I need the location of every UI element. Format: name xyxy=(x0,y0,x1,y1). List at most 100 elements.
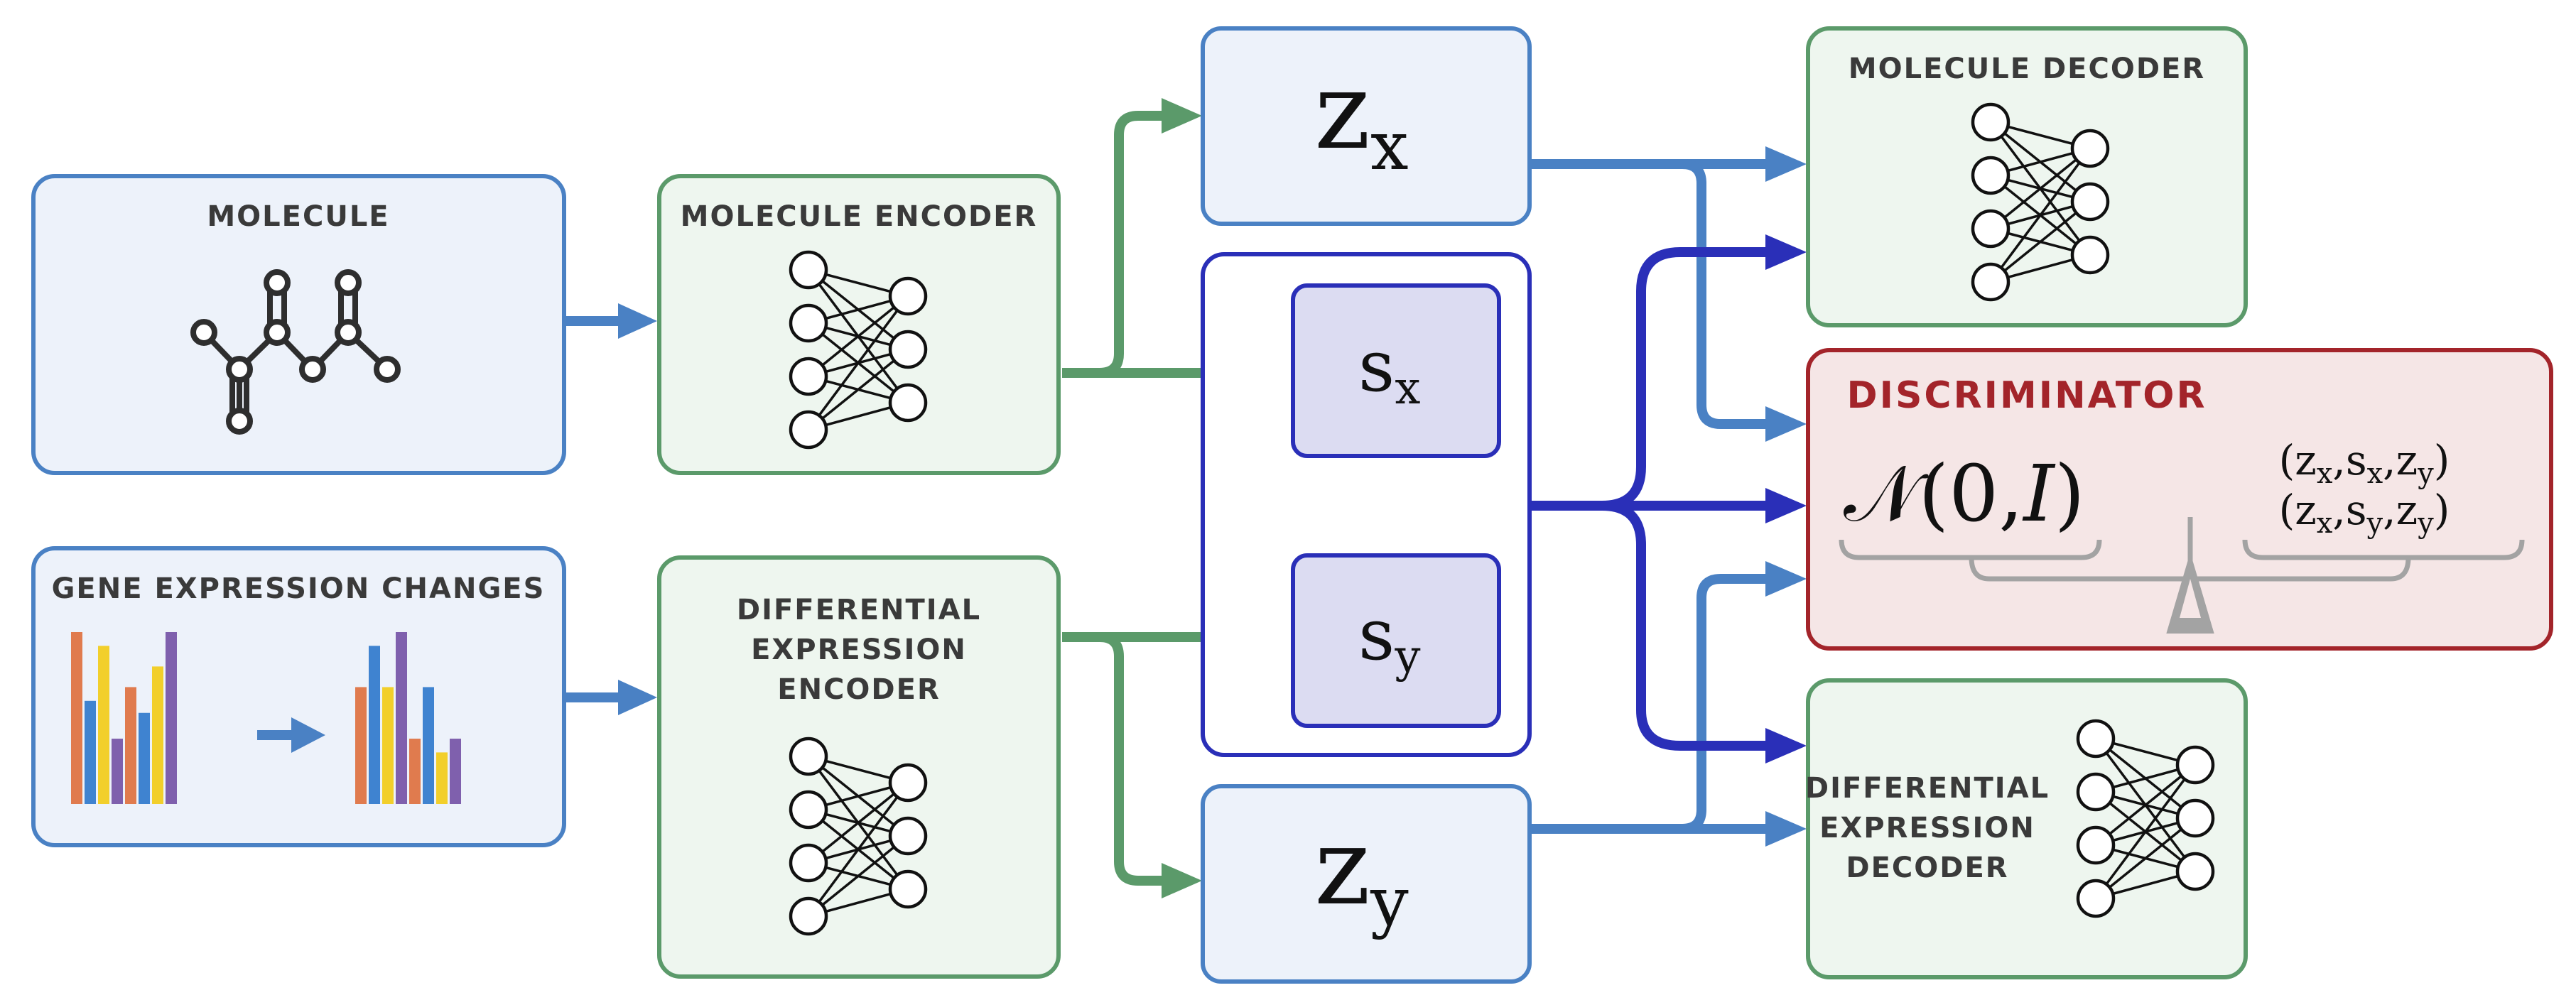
nn-neuron xyxy=(789,410,828,450)
nn-neuron xyxy=(2070,235,2110,275)
arrow-s-group-to-mol-decoder xyxy=(1601,247,1769,511)
tuple-zx-sy-zy: (zx,sy,zy) xyxy=(2279,486,2450,540)
arrow-mol-encoder-to-zx xyxy=(1062,111,1165,378)
nn-neuron xyxy=(2076,879,2116,918)
arrowhead-zy-to-diff-decoder xyxy=(1765,811,1807,847)
expression-bar xyxy=(152,666,163,804)
discriminator-box: DISCRIMINATOR 𝒩(0,I) (zx,sx,zy) (zx,sy,z… xyxy=(1806,348,2553,651)
nn-neuron xyxy=(789,737,828,776)
arrowhead-zx-to-mol-decoder xyxy=(1765,146,1807,182)
diff-decoder-title-line-1: DIFFERENTIAL xyxy=(1805,772,2050,805)
latent-zy-sub: y xyxy=(1370,863,1409,941)
connectors xyxy=(565,98,1807,898)
diff-encoder-title-line-3: ENCODER xyxy=(777,673,941,706)
latent-zx-base: z xyxy=(1314,50,1370,173)
bars-before xyxy=(71,632,177,804)
expression-bar xyxy=(71,632,82,804)
arrowhead-zx-to-discriminator xyxy=(1765,406,1807,442)
expression-bar xyxy=(112,739,123,804)
nn-neuron xyxy=(888,383,928,423)
diff-expression-decoder-box: DIFFERENTIAL EXPRESSION DECODER xyxy=(1805,678,2248,979)
arrow-zx-to-discriminator xyxy=(1531,159,1769,429)
nn-neuron xyxy=(2070,129,2110,168)
arrowhead-molecule-to-encoder xyxy=(618,303,657,339)
expression-bar xyxy=(409,739,421,804)
svg-text:zx: zx xyxy=(1314,50,1409,185)
expression-bar xyxy=(166,632,177,804)
latent-sx-box: sx xyxy=(1291,283,1501,458)
expression-bar xyxy=(85,700,96,804)
bar-chart-arrowhead xyxy=(291,717,325,753)
molecule-decoder-box: MOLECULE DECODER xyxy=(1806,26,2248,327)
arrowhead-s-to-diff-decoder xyxy=(1765,728,1807,763)
nn-neuron xyxy=(789,843,828,883)
nn-neuron xyxy=(1971,102,2011,142)
expression-bar xyxy=(396,632,407,804)
nn-neuron xyxy=(888,869,928,909)
tuple-zx-sx-zy: (zx,sx,zy) xyxy=(2279,436,2450,490)
nn-neuron xyxy=(789,790,828,830)
nn-neuron xyxy=(888,763,928,803)
arrowhead-diff-encoder-to-zy xyxy=(1162,863,1202,898)
discriminator-title: DISCRIMINATOR xyxy=(1846,374,2207,417)
svg-text:zy: zy xyxy=(1314,805,1409,941)
s-latent-group: sx sy xyxy=(1201,252,1532,757)
arrowhead-zy-to-discriminator xyxy=(1765,561,1807,597)
nn-neuron xyxy=(2076,825,2116,865)
latent-zy-base: z xyxy=(1314,805,1370,929)
prior-distribution: 𝒩(0,I) xyxy=(1844,448,2085,539)
expression-bar xyxy=(436,752,448,804)
bar-chart-icon xyxy=(71,632,461,804)
arrow-s-group-to-diff-decoder xyxy=(1601,501,1769,751)
molecule-input-box: MOLECULE xyxy=(31,174,566,475)
nn-neuron xyxy=(2076,772,2116,812)
arrow-diff-encoder-to-zy xyxy=(1062,632,1165,886)
nn-neuron xyxy=(888,816,928,856)
nn-neuron xyxy=(888,276,928,316)
nn-neuron xyxy=(2175,798,2215,838)
latent-zy-box: zy xyxy=(1201,784,1532,984)
arrowhead-gene-to-encoder xyxy=(618,680,657,715)
arrowhead-s-to-mol-decoder xyxy=(1765,234,1807,270)
latent-zx-sub: x xyxy=(1370,107,1409,185)
molecule-input-title: MOLECULE xyxy=(207,200,389,233)
nn-neuron xyxy=(789,896,828,936)
prior-symbol: 𝒩(0, xyxy=(1844,448,2023,539)
latent-sx-base: s xyxy=(1358,325,1395,408)
gene-expression-input-title: GENE EXPRESSION CHANGES xyxy=(52,572,546,605)
prior-close: ) xyxy=(2055,448,2085,539)
neural-network-icon xyxy=(1971,102,2110,302)
expression-bar xyxy=(369,646,380,804)
nn-neuron xyxy=(1971,262,2011,302)
latent-sx-sub: x xyxy=(1395,362,1420,415)
diff-decoder-title-line-3: DECODER xyxy=(1846,852,2008,884)
prior-identity: I xyxy=(2022,448,2056,539)
neural-network-icon xyxy=(2076,719,2215,918)
nn-neuron xyxy=(789,250,828,290)
diff-encoder-title-line-2: EXPRESSION xyxy=(751,634,967,666)
expression-bar xyxy=(450,739,461,804)
gene-expression-input-box: GENE EXPRESSION CHANGES xyxy=(31,546,566,847)
nn-neuron xyxy=(2070,182,2110,222)
nn-neuron xyxy=(789,303,828,343)
svg-text:sy: sy xyxy=(1358,593,1420,683)
expression-bar xyxy=(125,687,136,804)
nn-neuron xyxy=(789,357,828,396)
arrowhead-mol-encoder-to-zx xyxy=(1162,98,1202,134)
nn-neuron xyxy=(1971,209,2011,249)
expression-bar xyxy=(423,687,434,804)
latent-sy-sub: y xyxy=(1394,631,1420,683)
nn-neuron xyxy=(1971,156,2011,195)
expression-bar xyxy=(139,712,150,804)
arrowhead-s-to-discriminator xyxy=(1765,488,1807,523)
balance-scale-icon xyxy=(1839,517,2525,634)
molecule-encoder-title: MOLECULE ENCODER xyxy=(681,200,1038,233)
nn-neuron xyxy=(2175,852,2215,891)
nn-neuron xyxy=(2175,745,2215,785)
latent-sy-box: sy xyxy=(1291,553,1501,728)
diff-expression-encoder-box: DIFFERENTIAL EXPRESSION ENCODER xyxy=(657,555,1061,979)
molecule-decoder-title: MOLECULE DECODER xyxy=(1849,53,2205,85)
molecule-structure-icon xyxy=(190,269,401,435)
diff-encoder-title-line-1: DIFFERENTIAL xyxy=(737,594,981,626)
